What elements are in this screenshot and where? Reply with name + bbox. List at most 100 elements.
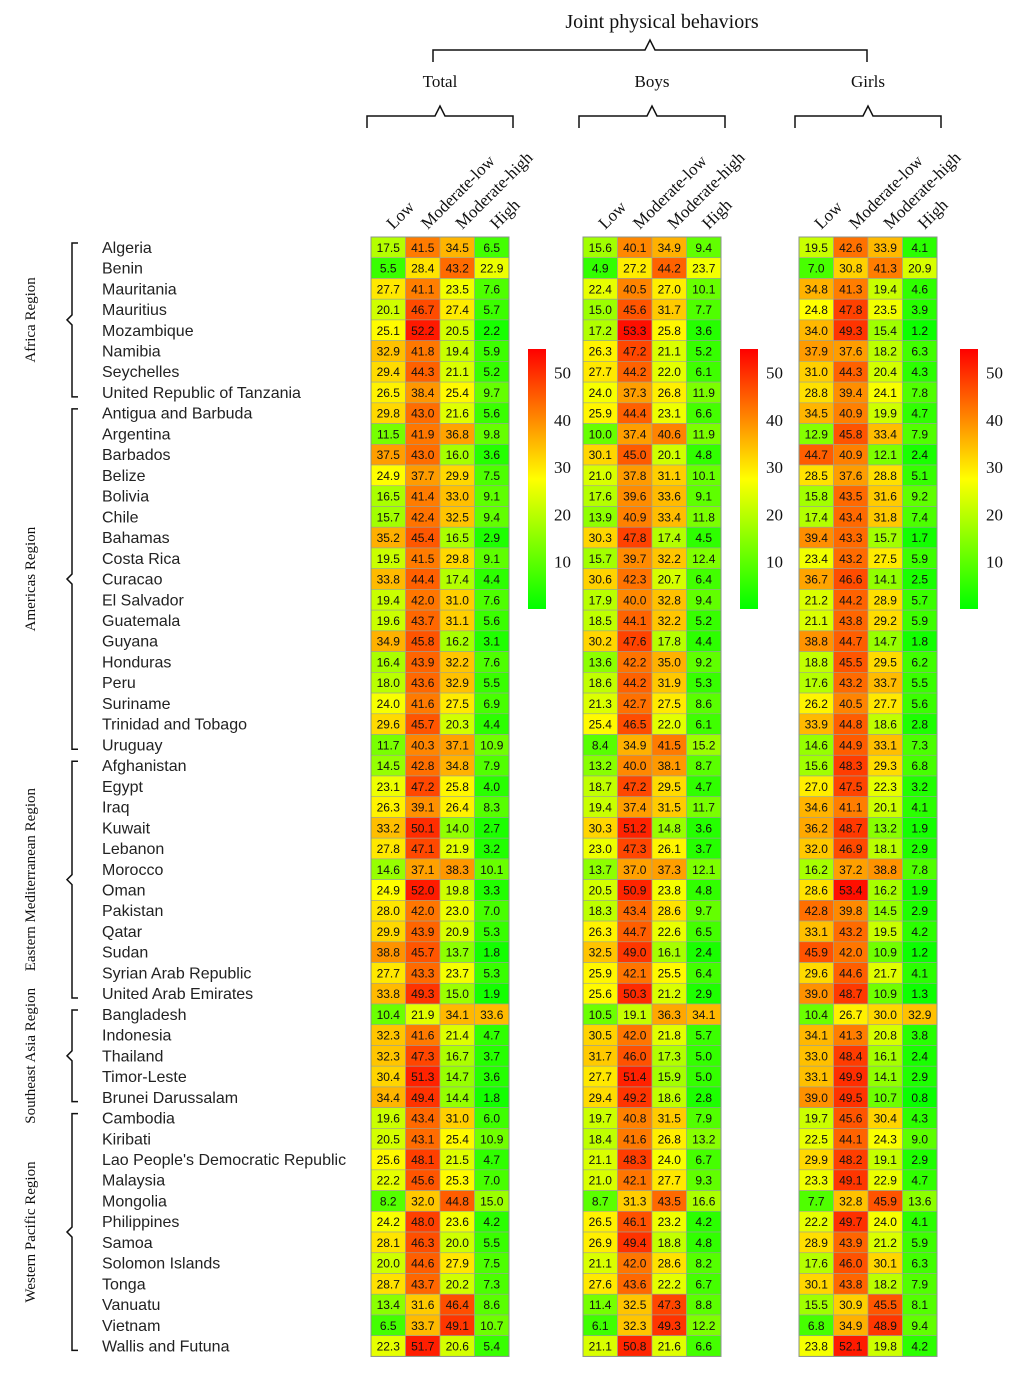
cell-value-label: 42.7 (623, 697, 647, 711)
cell-value-label: 2.9 (483, 531, 500, 545)
cell-value-label: 4.1 (911, 966, 928, 980)
cell-value-label: 20.1 (874, 801, 898, 815)
cell-value-label: 19.6 (377, 1112, 401, 1126)
cell-value-label: 21.2 (658, 987, 682, 1001)
cell-value-label: 5.9 (911, 552, 928, 566)
cell-value-label: 28.6 (658, 904, 682, 918)
cell-value-label: 5.5 (911, 676, 928, 690)
cell-value-label: 36.2 (805, 821, 829, 835)
cell-value-label: 47.8 (839, 303, 863, 317)
country-label: Timor-Leste (102, 1069, 187, 1086)
cell-value-label: 26.2 (805, 697, 829, 711)
cell-value-label: 5.5 (380, 262, 397, 276)
cell-value-label: 41.5 (411, 241, 435, 255)
cell-value-label: 12.2 (692, 1319, 716, 1333)
country-label: United Republic of Tanzania (102, 385, 301, 402)
cell-value-label: 21.4 (446, 1029, 470, 1043)
cell-value-label: 44.7 (623, 925, 647, 939)
cell-value-label: 21.0 (589, 469, 613, 483)
cell-value-label: 25.3 (446, 1174, 470, 1188)
cell-value-label: 7.7 (808, 1194, 825, 1208)
cell-value-label: 32.9 (908, 1008, 932, 1022)
cell-value-label: 3.8 (911, 1029, 928, 1043)
cell-value-label: 10.4 (805, 1008, 829, 1022)
cell-value-label: 13.6 (589, 655, 613, 669)
cell-value-label: 5.7 (483, 303, 500, 317)
cell-value-label: 15.7 (874, 531, 898, 545)
cell-value-label: 40.5 (623, 282, 647, 296)
country-label: Uruguay (102, 737, 162, 754)
cell-value-label: 23.3 (805, 1174, 829, 1188)
country-labels: Algeria Benin Mauritania Mauritius Mozambiqu… (102, 240, 346, 1356)
country-label: Egypt (102, 779, 143, 796)
cell-value-label: 22.2 (658, 1277, 682, 1291)
colorbar-tick-label: 20 (766, 505, 783, 524)
cell-value-label: 46.5 (623, 718, 647, 732)
country-label: Costa Rica (102, 551, 180, 568)
cell-value-label: 25.9 (589, 966, 613, 980)
cell-value-label: 29.6 (805, 966, 829, 980)
cell-value-label: 23.0 (589, 842, 613, 856)
colorbar-tick-label: 10 (766, 553, 783, 572)
cell-value-label: 47.1 (411, 842, 435, 856)
cell-value-label: 47.3 (658, 1298, 682, 1312)
cell-value-label: 24.0 (874, 1215, 898, 1229)
cell-value-label: 33.1 (805, 1070, 829, 1084)
cell-value-label: 42.8 (805, 904, 829, 918)
region-brace (65, 242, 78, 398)
country-label: Chile (102, 509, 139, 526)
cell-value-label: 14.4 (446, 1091, 470, 1105)
cell-value-label: 33.4 (658, 510, 682, 524)
cell-value-label: 15.7 (589, 552, 613, 566)
region-label: Africa Region (23, 277, 39, 363)
country-label: Lao People's Democratic Republic (102, 1152, 346, 1169)
cell-value-label: 22.5 (805, 1132, 829, 1146)
cell-value-label: 37.6 (839, 469, 863, 483)
cell-value-label: 16.1 (658, 946, 682, 960)
country-label: Guatemala (102, 613, 180, 630)
cell-value-label: 47.2 (623, 780, 647, 794)
cell-value-label: 17.5 (377, 241, 401, 255)
cell-value-label: 40.9 (839, 407, 863, 421)
cell-value-label: 4.8 (695, 1236, 712, 1250)
country-label: Benin (102, 261, 143, 278)
cell-value-label: 1.8 (483, 1091, 500, 1105)
cell-value-label: 21.6 (658, 1340, 682, 1354)
figure-title: Joint physical behaviors (565, 11, 759, 33)
cell-value-label: 37.3 (658, 863, 682, 877)
cell-value-label: 48.3 (623, 1153, 647, 1167)
cell-value-label: 9.4 (911, 1319, 928, 1333)
cell-value-label: 46.3 (411, 1236, 435, 1250)
cell-value-label: 3.7 (695, 842, 712, 856)
cell-value-label: 48.3 (839, 759, 863, 773)
cell-value-label: 28.6 (805, 883, 829, 897)
cell-value-label: 5.3 (695, 676, 712, 690)
cell-value-label: 49.0 (623, 946, 647, 960)
cell-value-label: 7.0 (483, 904, 500, 918)
cell-value-label: 21.0 (589, 1174, 613, 1188)
cell-value-label: 45.7 (411, 946, 435, 960)
country-label: Samoa (102, 1235, 153, 1252)
cell-value-label: 43.3 (839, 531, 863, 545)
cell-value-label: 5.1 (911, 469, 928, 483)
cell-value-label: 48.1 (411, 1153, 435, 1167)
cell-value-label: 18.4 (589, 1132, 613, 1146)
cell-value-label: 13.2 (874, 821, 898, 835)
cell-value-label: 41.3 (874, 262, 898, 276)
cell-value-label: 4.2 (695, 1215, 712, 1229)
cell-value-label: 8.8 (695, 1298, 712, 1312)
cell-value-label: 38.3 (446, 863, 470, 877)
cell-value-label: 23.2 (658, 1215, 682, 1229)
colorbar-tick-label: 30 (766, 458, 783, 477)
region-label: Western Pacific Region (23, 1161, 39, 1303)
cell-value-label: 9.2 (911, 490, 928, 504)
cell-value-label: 9.2 (695, 655, 712, 669)
country-label: Iraq (102, 800, 130, 817)
cell-value-label: 22.3 (377, 1340, 401, 1354)
country-label: Mauritius (102, 302, 167, 319)
top-brace (432, 38, 868, 62)
cell-value-label: 27.5 (446, 697, 470, 711)
cell-value-label: 10.7 (480, 1319, 504, 1333)
country-label: Sudan (102, 945, 148, 962)
